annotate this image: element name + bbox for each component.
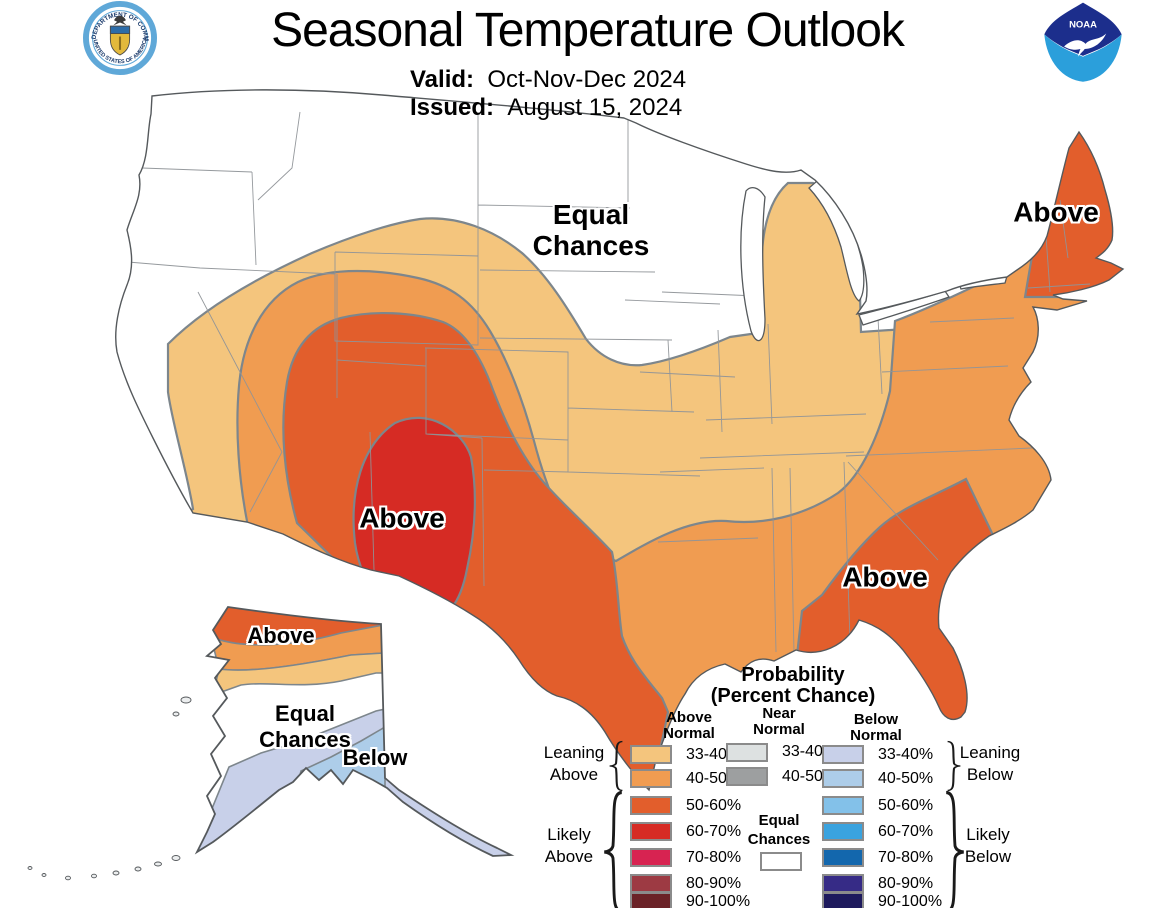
seal-lighthouse (118, 36, 122, 50)
label-equal-chances-alaska: Equal Chances (259, 701, 351, 753)
legend-range-below-90-100: 90-100% (878, 893, 943, 908)
lake-michigan (740, 186, 766, 342)
leaning-above-brace (609, 740, 623, 792)
legend-range-below-70-80: 70-80% (878, 849, 934, 866)
noaa-logo: NOAA (1044, 2, 1122, 82)
legend-equal-chances: Equal Chances (747, 812, 811, 848)
legend-range-below-50-60: 50-60% (878, 797, 934, 814)
legend-subtitle: (Percent Chance) (710, 685, 876, 707)
dept-of-commerce-seal: DEPARTMENT OF COMMERCE UNITED STATES OF … (81, 1, 157, 75)
label-above-northeast: Above (1013, 196, 1099, 228)
legend-swatch-below-40-50 (822, 769, 864, 788)
noaa-logo-text: NOAA (1069, 20, 1097, 31)
legend-swatch-below-70-80 (822, 848, 864, 867)
probability-legend: Probability (Percent Chance) Above Normal… (538, 658, 1048, 908)
label-equal-chances-alaska-line1: Equal (275, 701, 335, 726)
label-equal-chances-conus: Equal Chances (533, 199, 650, 261)
legend-group-likely-below: Likely Below (964, 825, 1012, 866)
issued-line: Issued: August 15, 2024 (410, 94, 686, 122)
valid-value: Oct-Nov-Dec 2024 (487, 66, 687, 93)
seal-eagle-icon (113, 15, 127, 26)
issued-value: August 15, 2024 (507, 94, 683, 121)
legend-swatch-above-33-40 (630, 745, 672, 764)
label-above-southeast: Above (842, 561, 928, 593)
legend-range-below-40-50: 40-50% (878, 770, 934, 787)
legend-range-above-70-80: 70-80% (686, 849, 742, 866)
legend-range-above-90-100: 90-100% (686, 893, 751, 908)
legend-swatch-above-60-70 (630, 822, 672, 841)
label-equal-chances-alaska-line2: Chances (259, 727, 351, 752)
aleutian-islands (27, 696, 192, 881)
legend-range-above-60-70: 60-70% (686, 823, 742, 840)
leaning-below-brace (947, 740, 961, 792)
legend-range-above-80-90: 80-90% (686, 875, 742, 892)
legend-swatch-above-70-80 (630, 848, 672, 867)
legend-col-near-normal: Near Normal (753, 705, 805, 738)
noaa-logo-top (1044, 2, 1122, 56)
alaska-coastline (194, 606, 515, 857)
seal-shield-chief (109, 25, 131, 35)
issuance-info: Valid: Oct-Nov-Dec 2024 Issued: August 1… (410, 66, 686, 122)
legend-range-above-50-60: 50-60% (686, 797, 742, 814)
legend-group-leaning-below: Leaning Below (959, 743, 1021, 784)
likely-below-brace (945, 790, 964, 908)
legend-swatch-below-90-100 (822, 892, 864, 908)
valid-label: Valid: (410, 66, 475, 93)
legend-col-below-normal: Below Normal (850, 711, 902, 744)
legend-range-below-33-40: 33-40% (878, 746, 934, 763)
legend-swatch-below-50-60 (822, 796, 864, 815)
issued-label: Issued: (410, 94, 495, 121)
label-above-southwest: Above (359, 502, 445, 534)
legend-col-above-normal: Above Normal (663, 709, 715, 742)
legend-range-below-60-70: 60-70% (878, 823, 934, 840)
legend-group-likely-above: Likely Above (544, 825, 594, 866)
legend-swatch-above-40-50 (630, 769, 672, 788)
conus-band-above-50-60-southwest (282, 312, 670, 790)
label-equal-chances-conus-line2: Chances (532, 230, 650, 261)
legend-range-below-80-90: 80-90% (878, 875, 934, 892)
legend-swatch-above-90-100 (630, 892, 672, 908)
ak-band-above-33-40 (211, 652, 385, 697)
legend-swatch-above-80-90 (630, 874, 672, 893)
noaa-seagull-icon (1064, 33, 1107, 57)
legend-swatch-equal-chances (760, 852, 802, 871)
noaa-logo-bottom (1044, 34, 1122, 82)
legend-swatch-below-60-70 (822, 822, 864, 841)
legend-swatch-above-50-60 (630, 796, 672, 815)
legend-swatch-near-33-40 (726, 743, 768, 762)
label-below-alaska: Below (342, 745, 408, 770)
page-title: Seasonal Temperature Outlook (271, 4, 905, 57)
legend-title: Probability (741, 664, 845, 686)
likely-above-brace (604, 790, 623, 908)
legend-swatch-near-40-50 (726, 767, 768, 786)
legend-group-leaning-above: Leaning Above (543, 743, 605, 784)
conus-coastline (115, 89, 1125, 792)
label-equal-chances-conus-line1: Equal (552, 199, 630, 230)
label-above-alaska: Above (247, 623, 315, 648)
state-borders (127, 111, 1091, 653)
legend-swatch-below-80-90 (822, 874, 864, 893)
valid-line: Valid: Oct-Nov-Dec 2024 (410, 66, 686, 94)
legend-swatch-below-33-40 (822, 745, 864, 764)
